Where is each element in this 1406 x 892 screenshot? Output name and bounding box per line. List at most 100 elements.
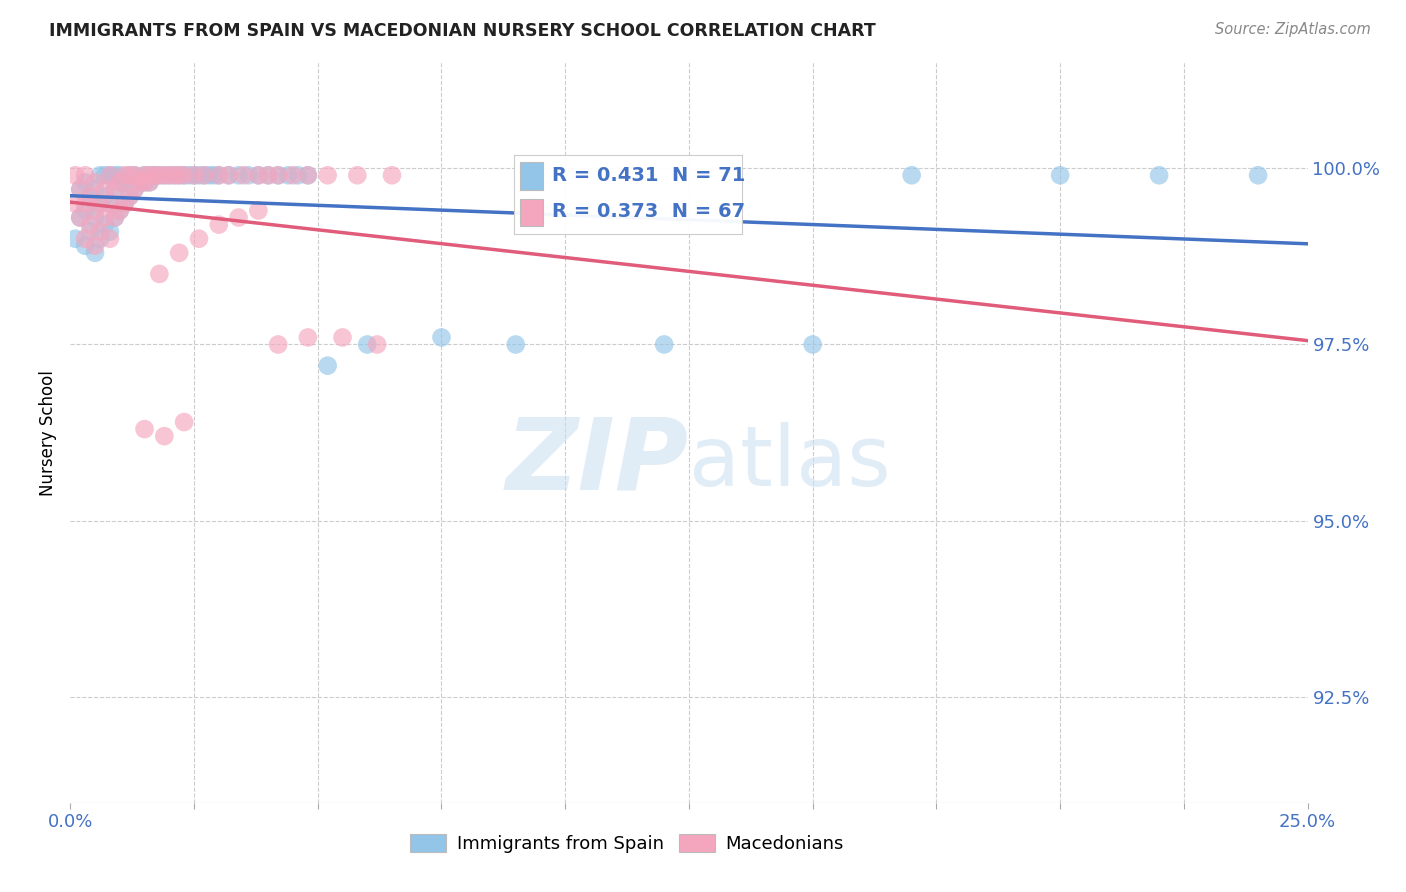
Text: IMMIGRANTS FROM SPAIN VS MACEDONIAN NURSERY SCHOOL CORRELATION CHART: IMMIGRANTS FROM SPAIN VS MACEDONIAN NURS…	[49, 22, 876, 40]
Point	[69, 211, 91, 225]
Point	[346, 168, 368, 182]
Point	[89, 225, 111, 239]
Point	[98, 168, 121, 182]
Point	[118, 189, 141, 203]
Point	[89, 196, 111, 211]
Point	[108, 175, 131, 189]
Point	[69, 182, 91, 196]
Point	[79, 189, 101, 203]
Point	[208, 168, 231, 182]
Point	[104, 182, 127, 196]
Point	[430, 330, 453, 344]
Point	[228, 211, 250, 225]
Text: atlas: atlas	[689, 422, 890, 503]
Point	[257, 168, 280, 182]
Point	[84, 203, 107, 218]
Point	[267, 168, 290, 182]
Point	[316, 168, 339, 182]
Point	[138, 168, 160, 182]
Point	[108, 203, 131, 218]
Point	[104, 168, 127, 182]
Point	[75, 196, 97, 211]
Point	[94, 211, 117, 225]
Point	[94, 218, 117, 232]
Point	[104, 211, 127, 225]
Point	[153, 168, 176, 182]
Point	[148, 267, 170, 281]
Point	[381, 168, 404, 182]
Y-axis label: Nursery School: Nursery School	[39, 369, 58, 496]
Point	[173, 168, 195, 182]
Point	[247, 168, 270, 182]
Point	[98, 232, 121, 246]
Point	[188, 168, 211, 182]
Point	[297, 330, 319, 344]
Point	[138, 175, 160, 189]
Point	[94, 189, 117, 203]
Point	[108, 168, 131, 182]
Point	[163, 168, 186, 182]
Point	[153, 168, 176, 182]
Point	[98, 196, 121, 211]
Point	[118, 168, 141, 182]
Point	[108, 175, 131, 189]
Point	[89, 168, 111, 182]
Point	[232, 168, 254, 182]
Point	[79, 189, 101, 203]
Point	[108, 203, 131, 218]
Point	[134, 175, 156, 189]
Point	[173, 168, 195, 182]
Point	[124, 168, 146, 182]
Point	[118, 168, 141, 182]
Point	[183, 168, 205, 182]
Point	[75, 232, 97, 246]
Point	[153, 429, 176, 443]
Point	[167, 168, 190, 182]
Point	[143, 168, 166, 182]
Point	[157, 168, 180, 182]
Point	[218, 168, 240, 182]
Text: R = 0.431  N = 71: R = 0.431 N = 71	[553, 166, 745, 186]
Point	[84, 175, 107, 189]
Point	[238, 168, 260, 182]
Point	[167, 245, 190, 260]
Point	[75, 168, 97, 182]
Point	[75, 175, 97, 189]
Point	[124, 182, 146, 196]
Point	[84, 239, 107, 253]
Point	[163, 168, 186, 182]
Text: ZIP: ZIP	[506, 414, 689, 511]
Point	[98, 225, 121, 239]
Point	[75, 239, 97, 253]
Point	[114, 196, 136, 211]
Point	[257, 168, 280, 182]
Point	[65, 232, 87, 246]
Point	[167, 168, 190, 182]
Point	[287, 168, 309, 182]
Point	[202, 168, 225, 182]
Point	[316, 359, 339, 373]
Point	[267, 168, 290, 182]
Point	[69, 211, 91, 225]
Point	[84, 211, 107, 225]
Text: R = 0.373  N = 67: R = 0.373 N = 67	[553, 202, 745, 221]
Point	[366, 337, 388, 351]
Point	[94, 182, 117, 196]
Point	[198, 168, 221, 182]
Point	[134, 168, 156, 182]
Point	[65, 196, 87, 211]
Point	[104, 211, 127, 225]
Point	[188, 232, 211, 246]
Point	[89, 196, 111, 211]
Point	[89, 232, 111, 246]
Point	[505, 337, 527, 351]
Point	[218, 168, 240, 182]
Point	[98, 196, 121, 211]
Point	[173, 415, 195, 429]
Point	[183, 168, 205, 182]
Point	[297, 168, 319, 182]
Point	[356, 337, 378, 351]
Point	[114, 168, 136, 182]
Point	[652, 337, 675, 351]
Point	[65, 168, 87, 182]
